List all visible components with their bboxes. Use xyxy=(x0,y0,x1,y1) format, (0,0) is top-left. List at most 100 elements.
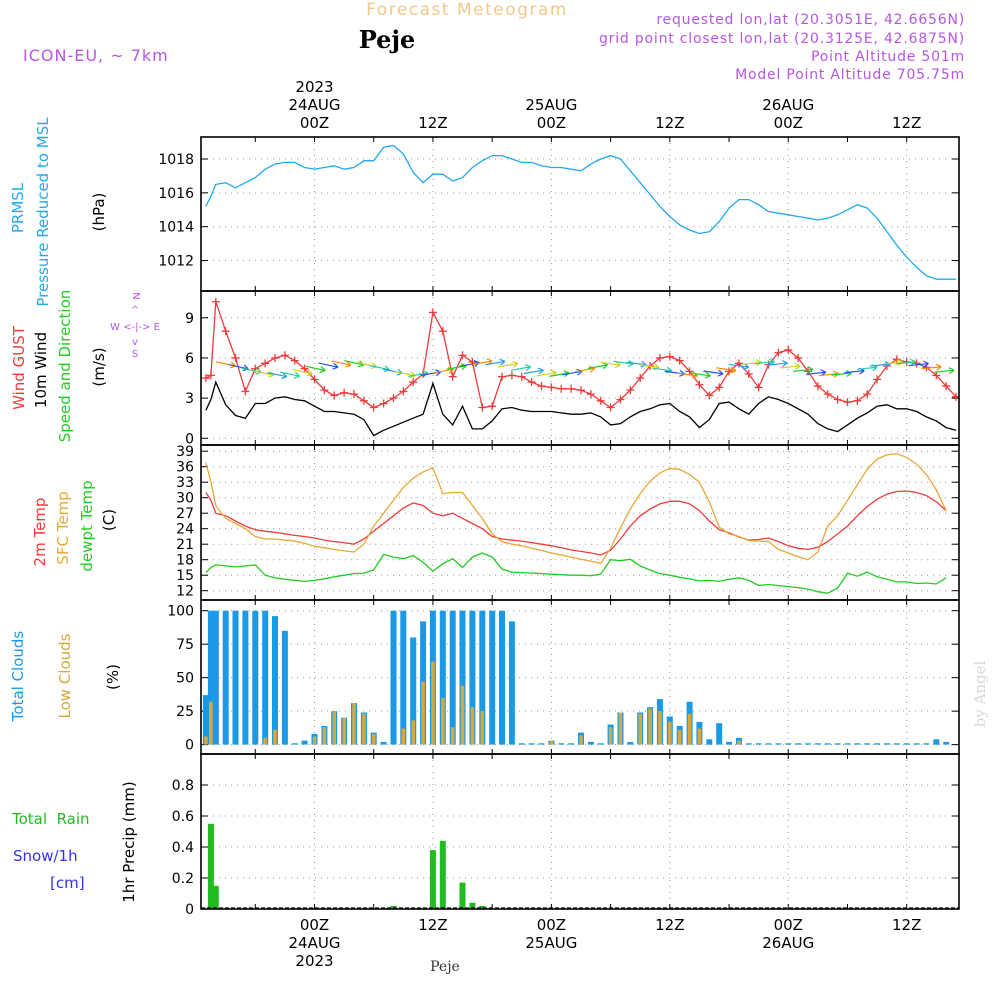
gust-point-marker xyxy=(330,391,339,400)
wind-direction-arrow xyxy=(780,362,801,370)
wind-direction-arrow xyxy=(716,366,737,374)
model-label: ICON-EU, ~ 7km xyxy=(23,46,169,65)
panel-frame xyxy=(200,599,960,755)
temp-labels: 2m Temp SFC Temp dewpt Temp (C) xyxy=(31,480,118,571)
bar-total-clouds xyxy=(499,610,505,745)
bar-total-rain xyxy=(439,840,446,909)
bar-low-clouds xyxy=(687,713,692,745)
low-cloud-label: Low Clouds xyxy=(56,633,74,718)
prmsl-desc-label: Pressure Reduced to MSL xyxy=(34,117,52,307)
gust-point-marker xyxy=(665,352,674,361)
y-tick-label: 30 xyxy=(176,491,194,507)
bar-total-clouds xyxy=(627,741,634,745)
bar-total-clouds xyxy=(538,743,545,745)
gust-point-marker xyxy=(843,398,852,407)
bar-total-rain xyxy=(207,823,214,909)
bar-total-clouds xyxy=(272,616,278,745)
top-time-label: 24AUG xyxy=(289,96,341,114)
bar-total-clouds xyxy=(745,743,752,745)
t2m-label: 2m Temp xyxy=(31,498,49,567)
bar-low-clouds xyxy=(668,721,672,745)
gust-point-marker xyxy=(517,372,526,381)
compass-we: W <-|-> E xyxy=(110,322,160,333)
series-line-10m-wind xyxy=(205,380,957,437)
requested-coords: requested lon,lat (20.3051E, 42.6656N) xyxy=(656,12,965,28)
series-group xyxy=(201,823,959,909)
gust-point-marker xyxy=(626,386,635,395)
snow-label: Snow/1h xyxy=(13,847,78,865)
series-group xyxy=(205,453,947,594)
y-tick-label: 15 xyxy=(176,568,194,584)
wind-direction-arrow xyxy=(279,371,301,379)
bar-total-clouds xyxy=(854,743,861,745)
gust-point-marker xyxy=(695,380,704,389)
bar-total-clouds xyxy=(903,743,910,745)
top-time-label: 26AUG xyxy=(762,96,814,114)
gust-point-marker xyxy=(221,327,230,336)
bar-total-clouds xyxy=(805,743,811,745)
gust-point-marker xyxy=(932,371,941,380)
y-tick-label: 21 xyxy=(176,537,194,553)
gust-point-marker xyxy=(705,391,714,400)
bar-low-clouds xyxy=(332,711,336,745)
bar-total-clouds xyxy=(706,739,713,745)
bar-low-clouds xyxy=(312,736,317,745)
gust-point-marker xyxy=(458,351,467,360)
bar-total-clouds xyxy=(568,743,575,745)
gust-point-marker xyxy=(340,388,349,397)
gust-point-marker xyxy=(389,394,398,403)
top-time-label: 2023 xyxy=(295,78,333,96)
pressure-unit: (hPa) xyxy=(90,193,108,232)
prmsl-label: PRMSL xyxy=(9,182,27,233)
bar-low-clouds xyxy=(638,713,642,745)
gust-point-marker xyxy=(448,372,457,381)
bar-low-clouds xyxy=(362,713,366,745)
bar-total-clouds xyxy=(489,610,496,745)
gust-point-marker xyxy=(725,367,734,376)
wind-direction-arrow xyxy=(895,358,917,366)
cloud-labels: Total Clouds Low Clouds (%) xyxy=(9,631,122,723)
gust-point-marker xyxy=(428,308,437,317)
bar-low-clouds xyxy=(737,740,741,745)
bar-low-clouds xyxy=(372,733,376,745)
wind-direction-arrow xyxy=(433,366,455,374)
bar-total-clouds xyxy=(824,743,831,745)
panel-0: 1012 1014 1016 1018 xyxy=(158,136,960,292)
bar-total-clouds xyxy=(864,743,871,745)
series-line-2m-temp xyxy=(205,490,947,556)
bottom-time-label: 26AUG xyxy=(762,934,814,952)
bottom-time-label: 00Z xyxy=(300,916,329,934)
gust-point-marker xyxy=(379,399,388,408)
gust-point-marker xyxy=(537,382,546,391)
gust-point-marker xyxy=(567,384,576,393)
gust-point-marker xyxy=(206,371,215,380)
wind-direction-arrow xyxy=(703,369,724,377)
gust-point-marker xyxy=(744,370,753,379)
gust-point-marker xyxy=(290,356,299,365)
point-altitude: Point Altitude 501m xyxy=(811,49,965,65)
bottom-time-label: 25AUG xyxy=(525,934,577,952)
y-tick-label: 1012 xyxy=(158,254,194,270)
model-altitude: Model Point Altitude 705.75m xyxy=(735,67,965,83)
y-tick-label: 1016 xyxy=(158,186,194,202)
y-tick-label: 1014 xyxy=(158,220,194,236)
gust-point-marker xyxy=(488,402,497,411)
gust-point-marker xyxy=(271,353,280,362)
temp-unit: (C) xyxy=(100,509,118,531)
y-tick-label: 100 xyxy=(167,604,194,620)
bar-low-clouds xyxy=(470,707,475,745)
bar-low-clouds xyxy=(480,711,484,745)
bar-total-clouds xyxy=(765,743,772,745)
gust-point-marker xyxy=(261,359,270,368)
gust-point-marker xyxy=(320,386,329,395)
bar-low-clouds xyxy=(450,727,455,745)
panel-1: 0 3 6 9 xyxy=(185,290,960,447)
gust-point-marker xyxy=(636,374,645,383)
bar-total-clouds xyxy=(755,743,762,745)
wind-direction-arrow xyxy=(318,362,339,370)
wind-direction-arrow xyxy=(485,358,506,366)
bar-total-clouds xyxy=(923,743,930,745)
